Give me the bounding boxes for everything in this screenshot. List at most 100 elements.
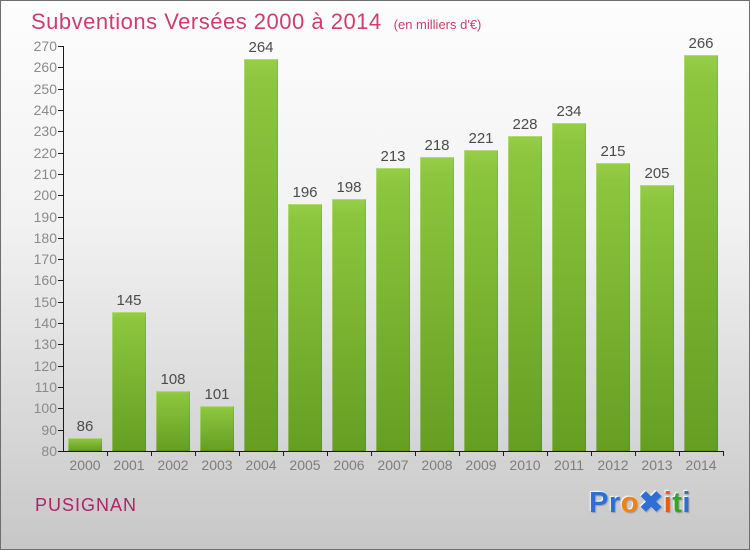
x-axis-tick (371, 452, 372, 456)
x-tick-label: 2010 (509, 457, 541, 473)
x-axis-tick (679, 452, 680, 456)
y-axis-tick (58, 429, 63, 431)
bar (332, 199, 366, 451)
bar (200, 406, 234, 451)
bar (244, 58, 278, 451)
bar-value-label: 234 (556, 102, 582, 120)
x-tick-label: 2002 (157, 457, 189, 473)
x-axis-tick (195, 452, 196, 456)
bar-value-label: 228 (512, 115, 538, 133)
bar-value-label: 218 (424, 136, 450, 154)
y-axis-tick (58, 152, 63, 154)
y-axis-tick (58, 237, 63, 239)
y-tick-label: 80 (41, 443, 57, 459)
y-axis-tick (58, 173, 63, 175)
x-tick-label: 2007 (377, 457, 409, 473)
x-axis-tick (283, 452, 284, 456)
chart-title: Subventions Versées 2000 à 2014 (31, 9, 382, 34)
x-tick-label: 2014 (685, 457, 717, 473)
x-axis-tick (547, 452, 548, 456)
y-tick-label: 90 (41, 421, 57, 438)
x-axis-tick (239, 452, 240, 456)
bar-value-label: 215 (600, 143, 626, 161)
x-tick-label: 2013 (641, 457, 673, 473)
bar (464, 150, 498, 451)
x-tick-label: 2011 (553, 457, 585, 473)
x-tick-label: 2000 (69, 457, 101, 473)
x-tick-label: 2004 (245, 457, 277, 473)
bar (640, 184, 674, 451)
x-axis-tick (503, 452, 504, 456)
y-tick-label: 120 (33, 357, 57, 374)
x-tick-label: 2008 (421, 457, 453, 473)
x-tick-label: 2006 (333, 457, 365, 473)
bar-value-label: 213 (380, 147, 406, 165)
y-tick-label: 180 (33, 229, 57, 246)
proxiti-logo: Pro✖iti (589, 485, 691, 520)
y-axis-tick (58, 88, 63, 90)
y-axis-tick (58, 344, 63, 346)
y-tick-label: 130 (33, 336, 57, 353)
bar (684, 54, 718, 451)
bar-value-label: 264 (248, 38, 274, 56)
y-axis-tick (58, 280, 63, 282)
bar (112, 312, 146, 451)
y-axis-tick (58, 301, 63, 303)
y-axis-tick (58, 46, 63, 47)
y-axis-tick (58, 259, 63, 261)
x-axis-tick (151, 452, 152, 456)
chart-header: Subventions Versées 2000 à 2014 (en milli… (31, 9, 481, 35)
bar (420, 156, 454, 451)
bar-value-label: 108 (160, 371, 186, 389)
logo-letter: r (608, 487, 621, 519)
bar-value-label: 196 (292, 183, 318, 201)
y-tick-label: 110 (34, 379, 57, 396)
y-axis-tick (58, 323, 63, 325)
municipality-label: PUSIGNAN (35, 495, 138, 515)
bar (68, 438, 102, 451)
y-tick-label: 190 (33, 208, 57, 225)
y-axis-tick (58, 387, 63, 389)
y-axis-tick (58, 365, 63, 367)
x-axis-tick (635, 452, 636, 456)
x-axis-tick (107, 452, 108, 456)
y-tick-label: 160 (33, 272, 57, 289)
y-tick-label: 200 (33, 187, 57, 204)
bar-value-label: 221 (468, 130, 494, 148)
y-tick-label: 240 (33, 101, 57, 118)
y-tick-label: 270 (33, 38, 57, 54)
bar-value-label: 205 (644, 164, 670, 182)
bar (596, 163, 630, 451)
x-axis-tick (723, 452, 724, 456)
y-tick-label: 220 (33, 144, 57, 161)
bar (376, 167, 410, 451)
x-axis-tick (459, 452, 460, 456)
x-tick-label: 2009 (465, 457, 497, 473)
bar-value-label: 198 (336, 179, 362, 197)
x-tick-label: 2012 (597, 457, 629, 473)
y-tick-label: 140 (33, 315, 57, 332)
y-axis (63, 46, 64, 451)
y-axis-tick (58, 67, 63, 69)
bar (508, 135, 542, 451)
y-axis-tick (58, 131, 63, 133)
y-tick-label: 230 (33, 123, 57, 140)
logo-letter: P (589, 487, 609, 519)
chart-subtitle: (en milliers d'€) (393, 17, 482, 32)
y-tick-label: 170 (33, 251, 57, 268)
logo-letter: i (682, 487, 691, 519)
x-axis-tick (415, 452, 416, 456)
y-axis-tick (58, 195, 63, 197)
logo-letter: o (620, 487, 639, 519)
x-axis-tick (591, 452, 592, 456)
logo-letter: ✖ (638, 487, 664, 519)
y-axis-tick (58, 408, 63, 410)
bar-value-label: 86 (76, 418, 94, 436)
bar (552, 122, 586, 451)
x-tick-label: 2001 (113, 457, 145, 473)
bar-value-label: 101 (204, 386, 230, 404)
x-axis-tick (327, 452, 328, 456)
y-tick-label: 250 (33, 80, 57, 97)
y-axis-tick (58, 216, 63, 218)
